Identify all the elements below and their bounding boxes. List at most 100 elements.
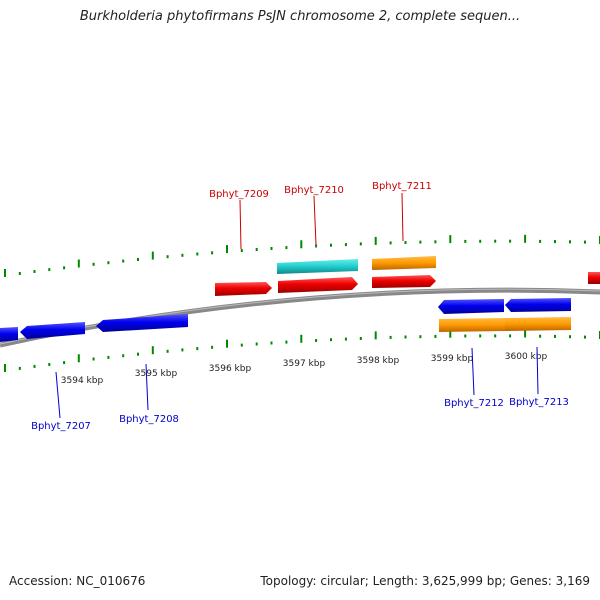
scale-tick-minor (196, 252, 199, 256)
scale-tick-major (449, 235, 452, 244)
scale-labels: 3594 kbp 3595 kbp 3596 kbp 3597 kbp 3598… (61, 352, 548, 386)
gene-arrow-bphyt-7209[interactable] (215, 282, 272, 296)
scale-tick-minor (166, 255, 169, 259)
scale-tick-minor (270, 341, 273, 345)
scale-tick-minor (404, 335, 407, 339)
gene-arrow-bphyt-7213[interactable] (505, 298, 571, 312)
scale-tick-major (524, 234, 527, 243)
scale-tick-label: 3596 kbp (209, 364, 252, 374)
scale-tick-major (524, 329, 527, 338)
cds-bar-bphyt-7213[interactable] (505, 317, 571, 331)
scale-tick-minor (122, 354, 125, 358)
scale-tick-minor (33, 364, 36, 368)
scale-tick-minor (196, 347, 199, 351)
gene-arrow-bphyt-7208[interactable] (96, 314, 188, 332)
gene-label-bphyt-7209[interactable]: Bphyt_7209 (209, 189, 269, 200)
scale-tick-major (77, 354, 80, 363)
scale-tick-minor (419, 240, 422, 244)
leader-line-bphyt-7208 (145, 363, 149, 411)
scale-tick-minor (464, 334, 467, 338)
gene-arrow-bphyt-7207[interactable] (20, 322, 85, 339)
leader-line-bphyt-7209 (239, 199, 242, 250)
scale-tick-major (226, 245, 228, 254)
scale-tick-label: 3597 kbp (283, 359, 326, 369)
scale-tick-minor (92, 262, 95, 266)
tick-row-lower (4, 329, 600, 372)
scale-tick-minor (122, 259, 125, 263)
gene-label-bphyt-7208[interactable]: Bphyt_7208 (119, 414, 179, 425)
reverse-strand-features (0, 298, 571, 342)
scale-tick-minor (464, 239, 467, 243)
scale-tick-minor (315, 244, 318, 248)
scale-tick-minor (211, 251, 214, 255)
gene-arrow-bphyt-7211[interactable] (372, 275, 436, 288)
scale-tick-minor (330, 338, 332, 342)
gene-arrow-bphyt-7212[interactable] (438, 299, 504, 314)
scale-tick-minor (419, 335, 422, 339)
scale-tick-minor (584, 240, 586, 244)
scale-tick-minor (166, 349, 169, 353)
scale-tick-major (300, 334, 303, 343)
scale-tick-minor (285, 340, 288, 344)
scale-tick-minor (434, 334, 437, 338)
scale-tick-major (374, 331, 377, 340)
leader-line-bphyt-7212 (471, 347, 475, 396)
scale-tick-minor (48, 268, 51, 272)
scale-tick-minor (315, 339, 318, 342)
scale-tick-minor (48, 363, 51, 366)
scale-tick-minor (584, 335, 586, 339)
scale-tick-minor (240, 343, 243, 347)
scale-tick-minor (494, 239, 497, 243)
leader-line-bphyt-7207 (55, 371, 61, 419)
gene-arrow-offscreen-right[interactable] (588, 272, 600, 284)
scale-tick-major (77, 259, 80, 268)
gene-arrow-bphyt-7210[interactable] (278, 277, 358, 293)
scale-tick-minor (270, 247, 273, 250)
scale-tick-major (226, 339, 228, 348)
leader-line-bphyt-7211 (401, 192, 404, 242)
scale-tick-minor (211, 345, 214, 349)
scale-tick-minor (63, 361, 66, 365)
scale-tick-minor (181, 253, 184, 257)
scale-tick-minor (434, 240, 437, 244)
gene-label-leaders (55, 192, 539, 419)
scale-tick-minor (255, 248, 258, 251)
scale-tick-minor (509, 334, 512, 338)
map-title: Burkholderia phytofirmans PsJN chromosom… (79, 9, 521, 24)
scale-tick-minor (389, 335, 392, 339)
topology-text: Topology: circular; Length: 3,625,999 bp… (260, 574, 590, 588)
scale-tick-major (300, 240, 303, 249)
gene-label-bphyt-7211[interactable]: Bphyt_7211 (372, 181, 432, 192)
scale-tick-minor (479, 239, 482, 243)
gene-arrow-offscreen-left[interactable] (0, 327, 18, 342)
scale-tick-minor (479, 334, 482, 338)
cds-bar-bphyt-7211[interactable] (372, 256, 436, 270)
scale-tick-minor (107, 261, 110, 265)
scale-tick-minor (554, 334, 556, 338)
scale-tick-minor (18, 272, 21, 275)
scale-tick-minor (359, 337, 362, 340)
cds-bar-bphyt-7212[interactable] (439, 318, 505, 332)
scale-tick-minor (137, 352, 139, 356)
scale-tick-minor (344, 337, 347, 341)
scale-tick-minor (539, 239, 542, 243)
scale-tick-minor (389, 241, 392, 245)
scale-tick-minor (63, 266, 66, 270)
cds-bar-bphyt-7210[interactable] (277, 259, 358, 274)
scale-tick-minor (255, 342, 258, 346)
scale-tick-major (449, 329, 452, 338)
gene-label-bphyt-7210[interactable]: Bphyt_7210 (284, 185, 344, 196)
scale-tick-minor (92, 357, 95, 361)
scale-tick-label: 3594 kbp (61, 376, 104, 386)
scale-tick-minor (569, 240, 571, 244)
scale-tick-minor (107, 355, 110, 359)
gene-label-bphyt-7207[interactable]: Bphyt_7207 (31, 421, 91, 432)
scale-tick-minor (330, 243, 332, 247)
gene-label-bphyt-7213[interactable]: Bphyt_7213 (509, 397, 569, 408)
leader-line-bphyt-7210 (313, 195, 317, 246)
scale-tick-minor (181, 348, 184, 352)
gene-labels: Bphyt_7209 Bphyt_7210 Bphyt_7211 Bphyt_7… (31, 181, 569, 432)
gene-label-bphyt-7212[interactable]: Bphyt_7212 (444, 398, 504, 409)
leader-line-bphyt-7213 (536, 346, 539, 395)
